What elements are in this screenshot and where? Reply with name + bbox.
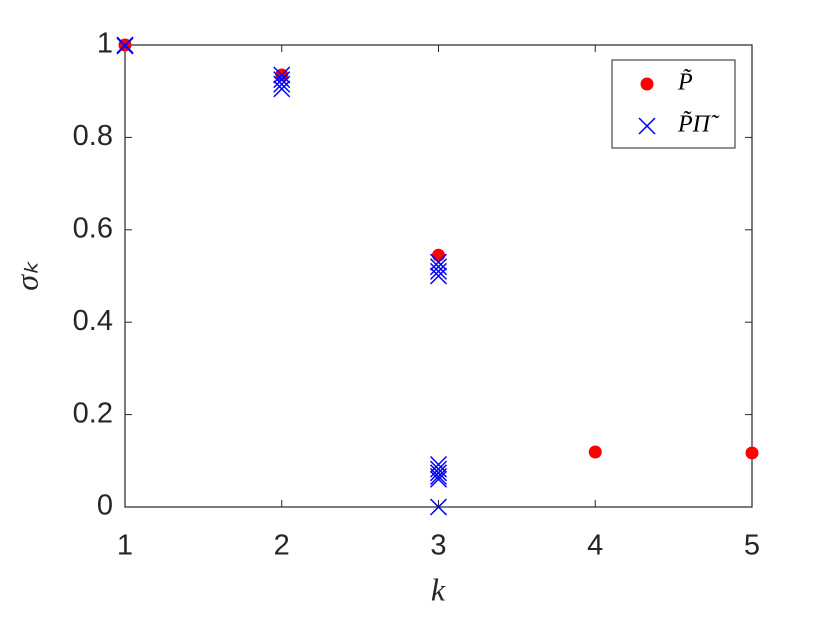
y-tick-label: 1 bbox=[97, 28, 113, 60]
cross-marker bbox=[429, 262, 448, 280]
y-tick-label: 0.8 bbox=[73, 120, 113, 152]
x-tick-label: 4 bbox=[587, 530, 603, 562]
cross-marker bbox=[429, 467, 448, 486]
y-axis-label: σₖ bbox=[8, 261, 44, 291]
y-tick-label: 0 bbox=[97, 490, 113, 522]
cross-marker bbox=[116, 37, 134, 55]
x-tick-label: 1 bbox=[117, 530, 133, 562]
cross-marker bbox=[429, 464, 448, 482]
y-tick-label: 0.4 bbox=[73, 305, 113, 337]
dot-marker bbox=[432, 248, 445, 262]
cross-marker bbox=[429, 258, 448, 276]
y-tick-label: 0.2 bbox=[73, 397, 113, 429]
y-tick-label: 0.6 bbox=[73, 212, 113, 244]
cross-marker bbox=[429, 455, 448, 474]
legend-box bbox=[611, 59, 736, 149]
x-tick-label: 2 bbox=[274, 530, 290, 562]
cross-marker bbox=[429, 267, 448, 285]
legend-label: P̃ bbox=[677, 69, 693, 96]
dot-marker bbox=[640, 77, 654, 91]
cross-marker bbox=[273, 71, 291, 89]
cross-marker bbox=[273, 66, 291, 84]
x-axis-label: k bbox=[431, 571, 446, 607]
cross-marker bbox=[638, 117, 656, 135]
x-tick-label: 5 bbox=[744, 530, 760, 562]
cross-marker bbox=[429, 253, 448, 271]
cross-marker bbox=[429, 470, 448, 488]
cross-marker bbox=[429, 498, 448, 516]
cross-marker bbox=[273, 75, 291, 93]
dot-marker bbox=[745, 446, 759, 460]
cross-marker bbox=[273, 80, 291, 98]
dot-marker bbox=[588, 445, 602, 459]
x-tick-label: 3 bbox=[430, 530, 446, 562]
